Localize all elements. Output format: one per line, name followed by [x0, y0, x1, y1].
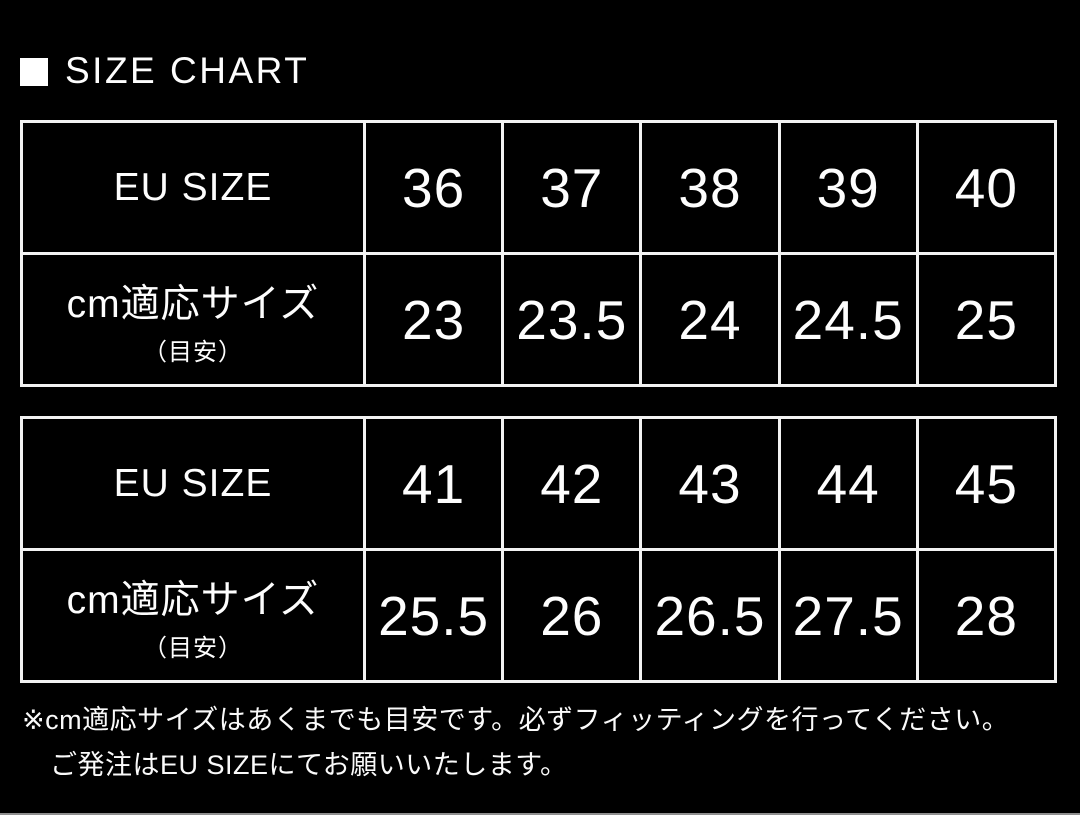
eu-size-label-cell: EU SIZE: [20, 120, 366, 255]
cm-size-value: 28: [915, 548, 1058, 683]
footnote-line-2: ご発注はEU SIZEにてお願いいたします。: [50, 749, 568, 780]
cm-size-label: cm適応サイズ: [66, 578, 320, 622]
eu-size-value: 41: [362, 416, 505, 551]
cm-size-value: 23.5: [501, 252, 643, 387]
size-table-eu-36-40: EU SIZE 36 37 38 39 40 cm適応サイズ （目安） 23 2…: [20, 120, 1058, 387]
eu-size-value: 37: [501, 120, 643, 255]
cm-size-value: 25.5: [362, 548, 505, 683]
eu-size-value: 39: [777, 120, 919, 255]
cm-size-label: cm適応サイズ: [66, 282, 320, 326]
cm-size-value: 24: [639, 252, 781, 387]
page-title-text: SIZE CHART: [65, 50, 310, 91]
cm-size-value: 27.5: [777, 548, 919, 683]
cm-size-value: 25: [915, 252, 1058, 387]
eu-size-value: 45: [915, 416, 1058, 551]
title-square-icon: [20, 58, 48, 86]
footnote: ※cm適応サイズはあくまでも目安です。必ずフィッティングを行ってください。 ご発…: [22, 698, 1009, 788]
cm-size-sublabel: （目安）: [143, 634, 243, 662]
eu-size-value: 43: [639, 416, 781, 551]
cm-size-label-cell: cm適応サイズ （目安）: [20, 252, 366, 387]
cm-size-value: 24.5: [777, 252, 919, 387]
bottom-divider: [0, 813, 1080, 815]
cm-size-sublabel: （目安）: [143, 338, 243, 366]
eu-size-value: 38: [639, 120, 781, 255]
eu-size-label: EU SIZE: [113, 461, 273, 505]
cm-size-label-cell: cm適応サイズ （目安）: [20, 548, 366, 683]
eu-size-label: EU SIZE: [113, 165, 273, 209]
eu-size-value: 44: [777, 416, 919, 551]
table-row-eu-size: EU SIZE 36 37 38 39 40: [20, 120, 1058, 255]
page-title: SIZE CHART: [20, 52, 309, 92]
cm-size-value: 26.5: [639, 548, 781, 683]
eu-size-label-cell: EU SIZE: [20, 416, 366, 551]
cm-size-value: 26: [501, 548, 643, 683]
size-table-eu-41-45: EU SIZE 41 42 43 44 45 cm適応サイズ （目安） 25.5…: [20, 416, 1058, 683]
eu-size-value: 40: [915, 120, 1058, 255]
footnote-line-1: ※cm適応サイズはあくまでも目安です。必ずフィッティングを行ってください。: [22, 705, 1010, 735]
table-row-cm-size: cm適応サイズ （目安） 25.5 26 26.5 27.5 28: [20, 548, 1058, 683]
eu-size-value: 36: [362, 120, 505, 255]
table-row-eu-size: EU SIZE 41 42 43 44 45: [20, 416, 1058, 551]
eu-size-value: 42: [501, 416, 643, 551]
table-row-cm-size: cm適応サイズ （目安） 23 23.5 24 24.5 25: [20, 252, 1058, 387]
cm-size-value: 23: [362, 252, 505, 387]
